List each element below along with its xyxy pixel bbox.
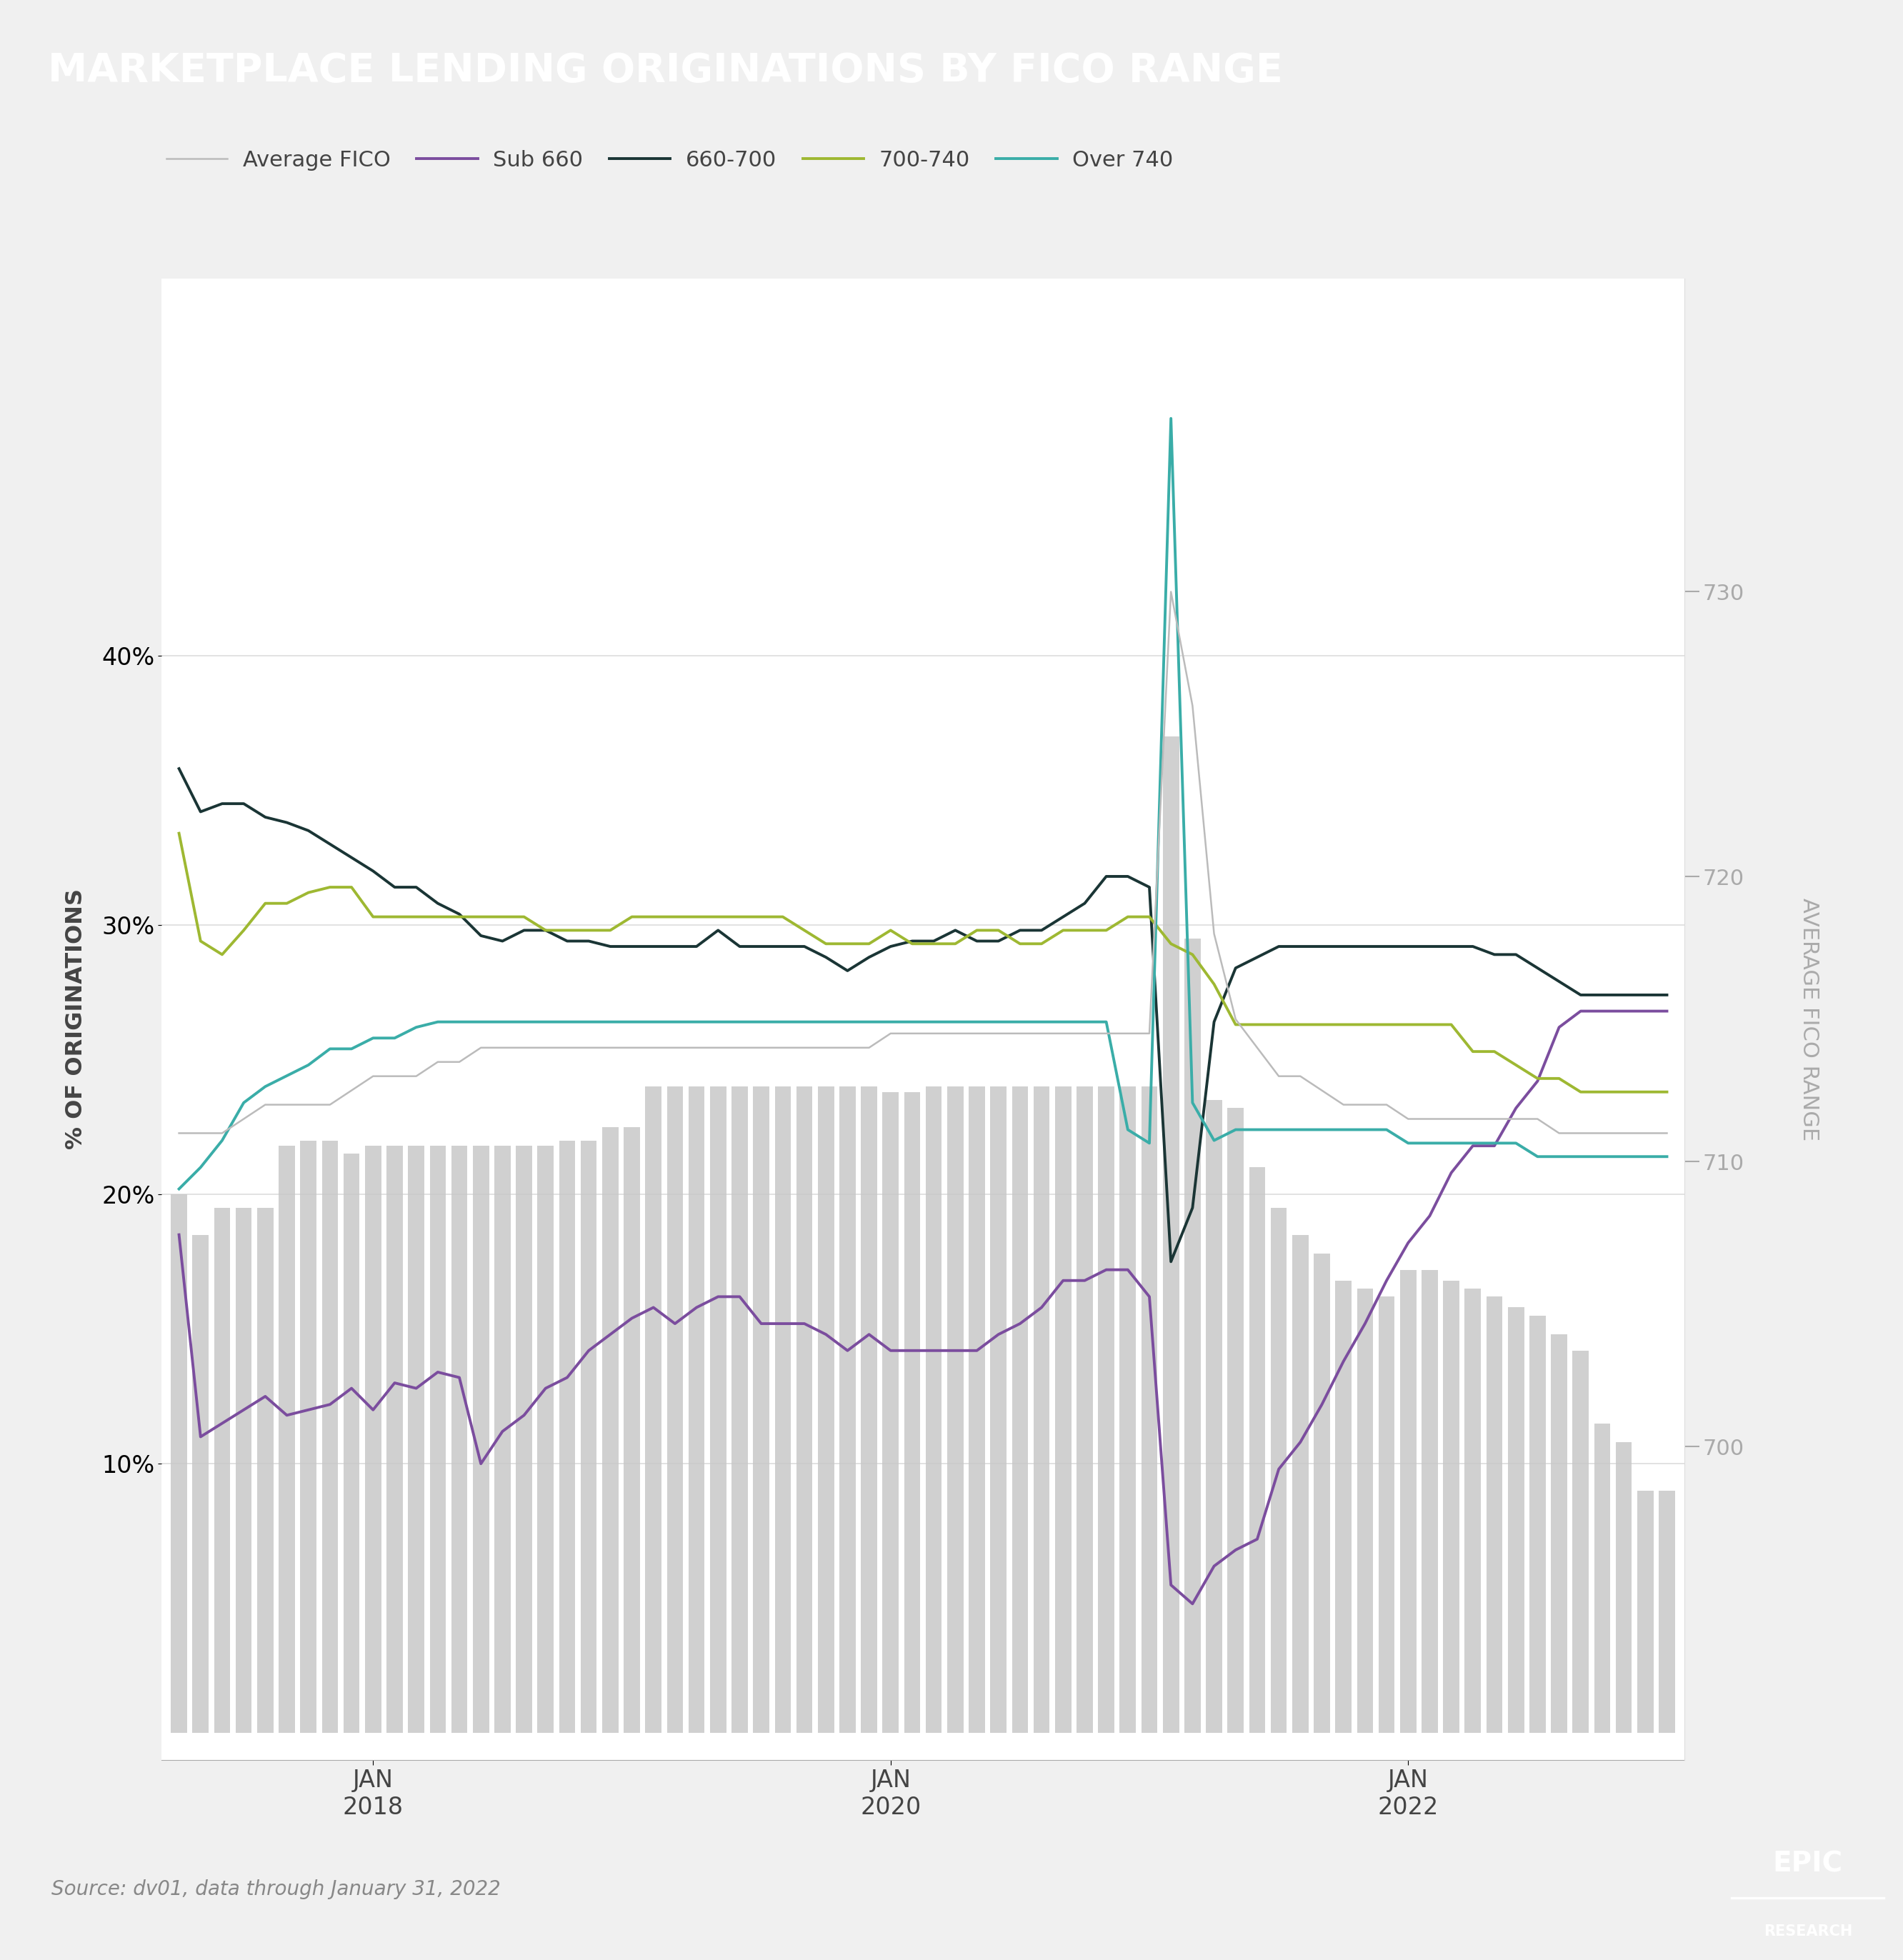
Bar [213,1207,230,1733]
Bar [1442,1280,1460,1733]
Bar [1336,1280,1351,1733]
Bar [925,1086,942,1733]
Bar [1357,1288,1374,1733]
Bar [559,1141,575,1733]
Bar [1054,1086,1071,1733]
Bar [1207,1100,1222,1733]
Bar [1378,1298,1395,1733]
Bar [1551,1335,1568,1733]
Bar [451,1147,468,1733]
Bar [301,1141,316,1733]
Bar [904,1092,921,1733]
Bar [580,1141,598,1733]
Bar [1572,1350,1589,1733]
Bar [365,1147,381,1733]
Bar [1595,1423,1610,1733]
Bar [710,1086,727,1733]
Bar [171,1194,186,1733]
Bar [1271,1207,1286,1733]
Text: MARKETPLACE LENDING ORIGINATIONS BY FICO RANGE: MARKETPLACE LENDING ORIGINATIONS BY FICO… [48,51,1283,90]
Bar [1637,1492,1654,1733]
Bar [495,1147,510,1733]
Bar [601,1127,618,1733]
Bar [1401,1270,1416,1733]
Bar [666,1086,683,1733]
Bar [343,1154,360,1733]
Bar [839,1086,856,1733]
Bar [818,1086,834,1733]
Bar [1184,939,1201,1733]
Bar [407,1147,424,1733]
Bar [472,1147,489,1733]
Text: Source: dv01, data through January 31, 2022: Source: dv01, data through January 31, 2… [51,1880,500,1899]
Bar [1422,1270,1439,1733]
Y-axis label: % OF ORIGINATIONS: % OF ORIGINATIONS [65,888,88,1151]
Bar [236,1207,251,1733]
Text: RESEARCH: RESEARCH [1764,1925,1852,1938]
Bar [1012,1086,1028,1733]
Bar [1077,1086,1092,1733]
Bar [860,1086,877,1733]
Text: EPIC: EPIC [1774,1850,1842,1878]
Bar [969,1086,986,1733]
Bar [1163,737,1180,1733]
Y-axis label: AVERAGE FICO RANGE: AVERAGE FICO RANGE [1798,898,1819,1141]
Bar [1616,1443,1633,1733]
Bar [1530,1315,1545,1733]
Bar [516,1147,533,1733]
Bar [192,1235,209,1733]
Bar [1292,1235,1309,1733]
Bar [948,1086,963,1733]
Bar [1227,1107,1245,1733]
Bar [775,1086,792,1733]
Bar [1313,1254,1330,1733]
Bar [278,1147,295,1733]
Bar [430,1147,445,1733]
Bar [754,1086,769,1733]
Bar [1659,1492,1675,1733]
Bar [257,1207,274,1733]
Bar [990,1086,1007,1733]
Bar [386,1147,403,1733]
Bar [689,1086,704,1733]
Bar [1119,1086,1136,1733]
Bar [1465,1288,1481,1733]
Bar [1248,1168,1265,1733]
Bar [322,1141,339,1733]
Bar [645,1086,662,1733]
Bar [731,1086,748,1733]
Bar [1098,1086,1115,1733]
Bar [1486,1298,1503,1733]
Bar [624,1127,639,1733]
Bar [795,1086,813,1733]
Bar [537,1147,554,1733]
Bar [883,1092,898,1733]
Bar [1033,1086,1050,1733]
Legend: Average FICO, Sub 660, 660-700, 700-740, Over 740: Average FICO, Sub 660, 660-700, 700-740,… [158,141,1182,178]
Bar [1507,1307,1524,1733]
Bar [1142,1086,1157,1733]
